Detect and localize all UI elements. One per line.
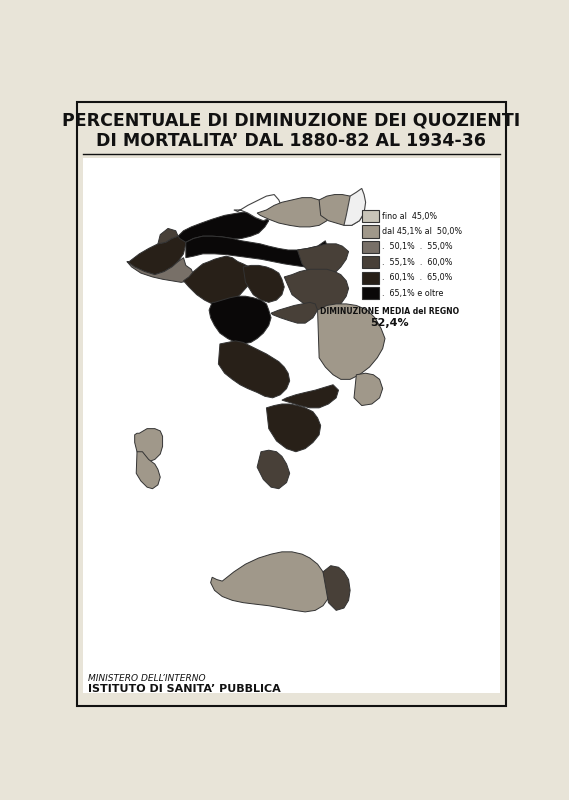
Polygon shape [354, 373, 383, 406]
Text: DI MORTALITA’ DAL 1880-82 AL 1934-36: DI MORTALITA’ DAL 1880-82 AL 1934-36 [96, 132, 486, 150]
Bar [362, 210, 379, 222]
Polygon shape [271, 302, 318, 323]
Polygon shape [234, 194, 282, 221]
Text: ISTITUTO DI SANITA’ PUBBLICA: ISTITUTO DI SANITA’ PUBBLICA [88, 684, 281, 694]
Text: .  50,1%  .  55,0%: . 50,1% . 55,0% [382, 242, 452, 251]
Text: PERCENTUALE DI DIMINUZIONE DEI QUOZIENTI: PERCENTUALE DI DIMINUZIONE DEI QUOZIENTI [62, 112, 520, 130]
Polygon shape [218, 341, 290, 398]
Bar [362, 241, 379, 253]
Polygon shape [344, 188, 366, 226]
Text: MINISTERO DELL’INTERNO: MINISTERO DELL’INTERNO [88, 674, 206, 683]
Polygon shape [136, 452, 160, 489]
Text: dal 45,1% al  50,0%: dal 45,1% al 50,0% [382, 227, 462, 236]
Text: .  65,1% e oltre: . 65,1% e oltre [382, 289, 443, 298]
Polygon shape [284, 270, 349, 313]
Polygon shape [186, 236, 328, 267]
Polygon shape [257, 198, 331, 227]
Polygon shape [158, 229, 178, 244]
Text: DIMINUZIONE MEDIA del REGNO: DIMINUZIONE MEDIA del REGNO [320, 307, 459, 316]
Polygon shape [127, 234, 186, 274]
Polygon shape [298, 244, 349, 277]
Polygon shape [183, 256, 253, 306]
Text: .  60,1%  .  65,0%: . 60,1% . 65,0% [382, 274, 452, 282]
Bar [362, 287, 379, 299]
Bar [362, 226, 379, 238]
Bar [362, 271, 379, 284]
Polygon shape [257, 450, 290, 489]
Polygon shape [243, 266, 284, 302]
Polygon shape [135, 429, 163, 462]
Polygon shape [319, 194, 364, 226]
Text: fino al  45,0%: fino al 45,0% [382, 212, 437, 221]
Bar [362, 256, 379, 269]
Polygon shape [211, 552, 331, 612]
Polygon shape [318, 304, 385, 379]
Polygon shape [178, 211, 269, 242]
Polygon shape [127, 258, 193, 282]
Polygon shape [323, 566, 350, 610]
Polygon shape [282, 385, 339, 408]
Bar [83, 158, 501, 693]
Text: .  55,1%  .  60,0%: . 55,1% . 60,0% [382, 258, 452, 267]
Polygon shape [209, 296, 271, 344]
Text: 52,4%: 52,4% [370, 318, 409, 328]
Polygon shape [266, 404, 321, 452]
